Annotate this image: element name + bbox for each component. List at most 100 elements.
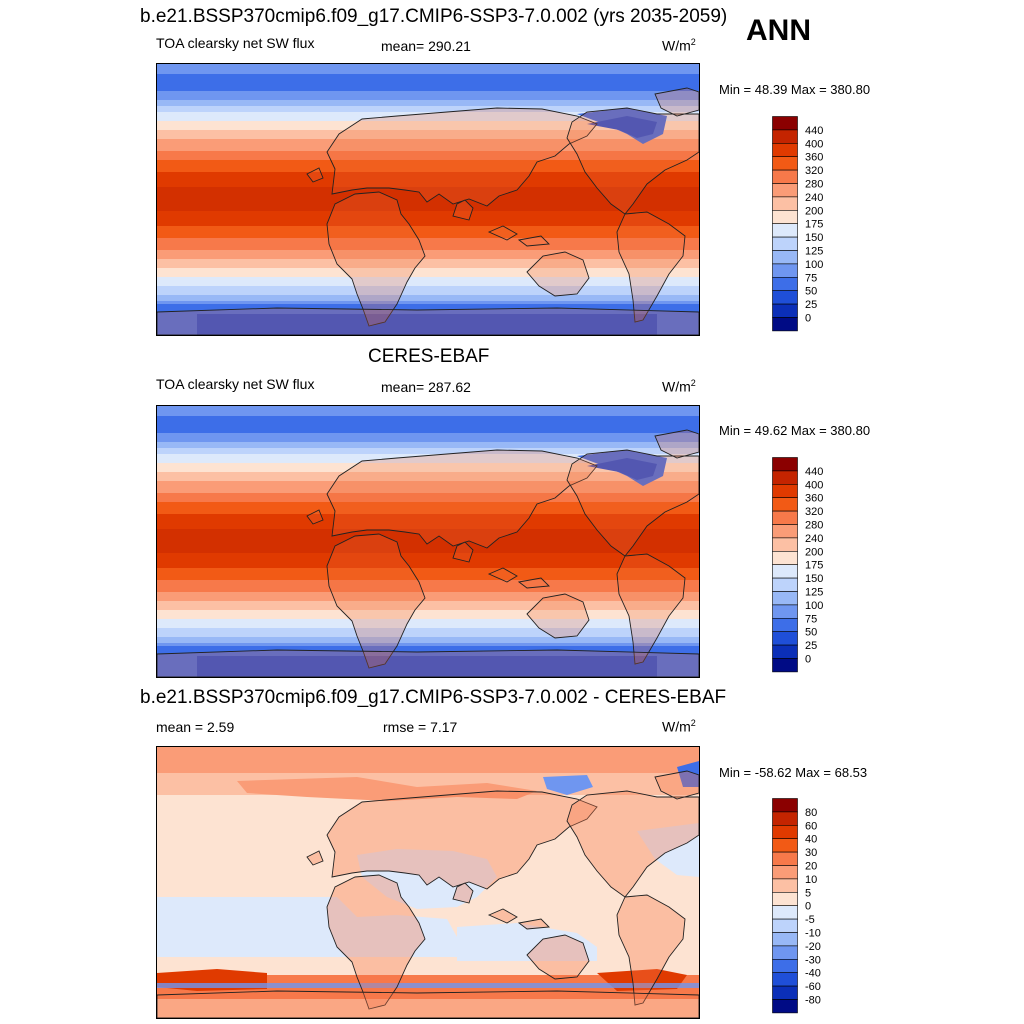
colorbar-box (772, 250, 798, 265)
panel-2-minmax: Min = 49.62 Max = 380.80 (719, 423, 871, 438)
panel-3-colorbar: 80 60 40 30 20 10 5 0 -5 -10 -20 -30 -40 -60 -80 (772, 798, 842, 1015)
panel-3-units: W/m2 (662, 718, 696, 735)
season-label: ANN (746, 14, 811, 47)
colorbar-box (772, 798, 798, 813)
colorbar-box (772, 317, 798, 332)
colorbar-box (772, 838, 798, 853)
colorbar-tick-label: 320 (805, 506, 823, 518)
panel-3-mean-label: mean = 2.59 (156, 719, 235, 735)
colorbar-box (772, 510, 798, 525)
colorbar-box (772, 277, 798, 292)
panel-1-mean-label: mean= 290.21 (381, 38, 471, 54)
panel-1-title: b.e21.BSSP370cmip6.f09_g17.CMIP6-SSP3-7.… (140, 6, 728, 27)
panel-2-map (156, 405, 700, 678)
colorbar-tick-label: 25 (805, 640, 817, 652)
colorbar-tick-label: 440 (805, 466, 823, 478)
colorbar-box (772, 303, 798, 318)
colorbar-tick-label: 200 (805, 546, 823, 558)
colorbar-tick-label: -30 (805, 954, 821, 966)
colorbar-tick-label: 0 (805, 901, 811, 913)
colorbar-tick-label: -80 (805, 995, 821, 1007)
colorbar-box (772, 196, 798, 211)
colorbar-box (772, 169, 798, 184)
panel-3-rmse-label: rmse = 7.17 (383, 719, 458, 735)
colorbar-box (772, 524, 798, 539)
colorbar-tick-label: 400 (805, 138, 823, 150)
colorbar-tick-label: -40 (805, 968, 821, 980)
colorbar-box (772, 932, 798, 947)
panel-3-minmax: Min = -58.62 Max = 68.53 (719, 765, 868, 780)
colorbar-tick-label: 125 (805, 587, 823, 599)
colorbar-box (772, 658, 798, 673)
colorbar-tick-label: 175 (805, 219, 823, 231)
colorbar-tick-label: 125 (805, 246, 823, 258)
colorbar-box (772, 142, 798, 157)
colorbar-tick-label: 60 (805, 820, 817, 832)
colorbar-tick-label: 40 (805, 834, 817, 846)
colorbar-tick-label: 400 (805, 479, 823, 491)
colorbar-tick-label: 10 (805, 874, 817, 886)
colorbar-box (772, 497, 798, 512)
panel-2-left-label: TOA clearsky net SW flux (156, 376, 315, 392)
panel-1-left-label: TOA clearsky net SW flux (156, 35, 315, 51)
colorbar-tick-label: 75 (805, 613, 817, 625)
colorbar-box (772, 210, 798, 225)
colorbar-box (772, 999, 798, 1014)
colorbar-box (772, 618, 798, 633)
colorbar-tick-label: 100 (805, 600, 823, 612)
panel-1-units: W/m2 (662, 37, 696, 54)
colorbar-tick-label: 20 (805, 861, 817, 873)
colorbar-box (772, 116, 798, 131)
colorbar-tick-label: 150 (805, 573, 823, 585)
colorbar-tick-label: 0 (805, 313, 811, 325)
panel-2-units: W/m2 (662, 378, 696, 395)
colorbar-box (772, 851, 798, 866)
coastlines (157, 770, 699, 1018)
panel-1-minmax: Min = 48.39 Max = 380.80 (719, 82, 871, 97)
colorbar-box (772, 985, 798, 1000)
colorbar-tick-label: -5 (805, 914, 815, 926)
coastlines (157, 87, 699, 335)
colorbar-tick-label: 50 (805, 627, 817, 639)
colorbar-tick-label: 200 (805, 205, 823, 217)
colorbar-tick-label: 80 (805, 807, 817, 819)
colorbar-tick-label: 150 (805, 232, 823, 244)
coastlines (157, 429, 699, 677)
colorbar-box (772, 591, 798, 606)
colorbar-box (772, 156, 798, 171)
colorbar-box (772, 865, 798, 880)
colorbar-tick-label: -10 (805, 928, 821, 940)
colorbar-box (772, 223, 798, 238)
colorbar-tick-label: 25 (805, 299, 817, 311)
colorbar-tick-label: 360 (805, 493, 823, 505)
colorbar-tick-label: -20 (805, 941, 821, 953)
colorbar-box (772, 183, 798, 198)
colorbar-box (772, 470, 798, 485)
colorbar-tick-label: 100 (805, 259, 823, 271)
panel-1-map (156, 63, 700, 336)
colorbar-tick-label: 75 (805, 272, 817, 284)
colorbar-box (772, 631, 798, 646)
colorbar-tick-label: 5 (805, 887, 811, 899)
panel-1-colorbar: 440 400 360 320 280 240 200 175 150 125 100 75 50 25 0 (772, 116, 842, 333)
colorbar-box (772, 263, 798, 278)
colorbar-box (772, 918, 798, 933)
panel-3-map (156, 746, 700, 1019)
colorbar-box (772, 577, 798, 592)
colorbar-tick-label: 360 (805, 152, 823, 164)
colorbar-tick-label: 240 (805, 533, 823, 545)
colorbar-box (772, 129, 798, 144)
colorbar-box (772, 604, 798, 619)
colorbar-box (772, 878, 798, 893)
panel-3-title: b.e21.BSSP370cmip6.f09_g17.CMIP6-SSP3-7.… (140, 687, 727, 708)
colorbar-box (772, 537, 798, 552)
colorbar-box (772, 551, 798, 566)
colorbar-box (772, 236, 798, 251)
colorbar-box (772, 644, 798, 659)
colorbar-box (772, 811, 798, 826)
colorbar-box (772, 959, 798, 974)
colorbar-tick-label: 280 (805, 179, 823, 191)
panel-2-title: CERES-EBAF (368, 346, 490, 367)
colorbar-tick-label: 320 (805, 165, 823, 177)
colorbar-tick-label: 175 (805, 560, 823, 572)
